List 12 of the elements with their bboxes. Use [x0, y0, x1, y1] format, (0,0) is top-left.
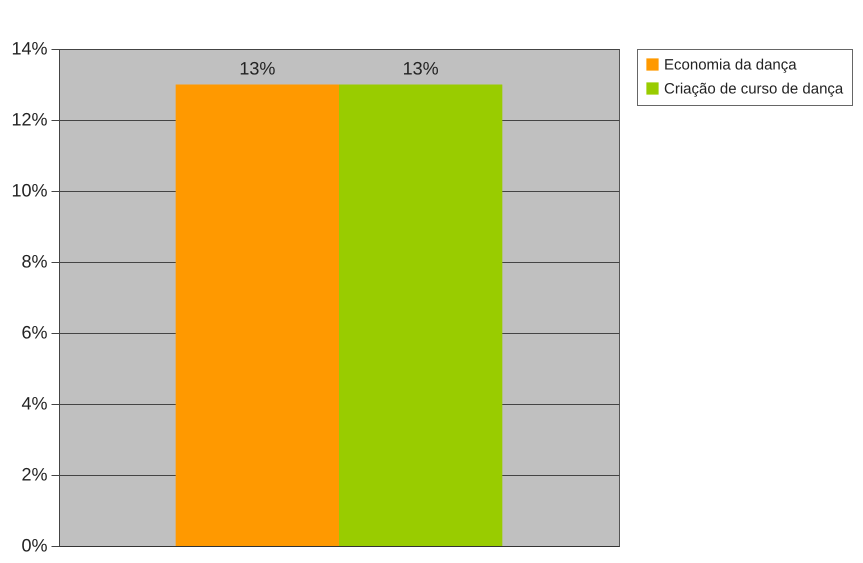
- data-label: 13%: [402, 58, 439, 78]
- y-tick-label: 4%: [21, 394, 48, 414]
- y-tick-label: 2%: [21, 464, 48, 484]
- y-tick-label: 10%: [11, 180, 48, 200]
- y-tick-label: 8%: [21, 252, 48, 272]
- legend-label: Criação de curso de dança: [664, 80, 844, 98]
- y-tick-label: 14%: [11, 38, 48, 58]
- legend-label: Economia da dança: [664, 56, 798, 74]
- y-tick-label: 12%: [11, 110, 48, 130]
- y-tick-label: 0%: [21, 536, 48, 556]
- y-tick-label: 6%: [21, 322, 48, 342]
- data-label: 13%: [239, 58, 276, 78]
